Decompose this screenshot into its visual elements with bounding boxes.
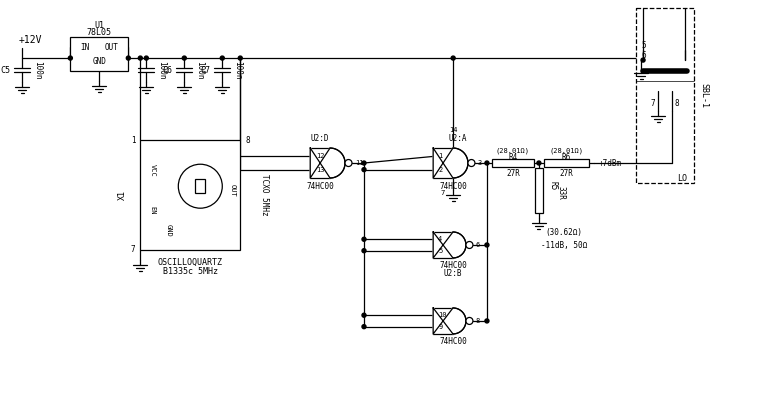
Text: 100n: 100n — [33, 61, 43, 80]
Text: 4: 4 — [438, 236, 442, 242]
Circle shape — [537, 161, 541, 165]
Circle shape — [345, 159, 352, 166]
Text: IN: IN — [80, 42, 90, 52]
Circle shape — [238, 56, 242, 60]
Circle shape — [178, 164, 222, 208]
Text: 8: 8 — [245, 136, 250, 145]
Circle shape — [362, 313, 366, 317]
Circle shape — [362, 325, 366, 329]
Circle shape — [138, 56, 143, 60]
Bar — [195, 179, 205, 193]
Circle shape — [641, 58, 645, 62]
Circle shape — [362, 237, 366, 241]
Text: -11dB, 50Ω: -11dB, 50Ω — [540, 241, 587, 250]
Text: SBL-1: SBL-1 — [700, 83, 709, 108]
Text: 100n: 100n — [157, 61, 166, 80]
Text: 1: 1 — [438, 153, 442, 159]
Text: OUT: OUT — [229, 184, 235, 197]
Circle shape — [220, 56, 224, 60]
Text: 1: 1 — [131, 136, 135, 145]
Polygon shape — [433, 308, 466, 334]
Text: 27R: 27R — [559, 169, 573, 178]
Text: 2: 2 — [438, 166, 442, 173]
Bar — [544, 159, 589, 167]
Text: 78L05: 78L05 — [87, 28, 112, 37]
Circle shape — [362, 161, 366, 165]
Circle shape — [362, 168, 366, 172]
Text: 33R: 33R — [557, 185, 566, 199]
Text: (30.62Ω): (30.62Ω) — [546, 229, 582, 237]
Text: 10: 10 — [438, 312, 446, 318]
Text: 7: 7 — [131, 246, 135, 255]
Circle shape — [68, 56, 72, 60]
Text: (28.01Ω): (28.01Ω) — [496, 148, 530, 154]
Text: 74HC00: 74HC00 — [439, 182, 467, 190]
Text: 11: 11 — [355, 160, 364, 166]
Text: 100n: 100n — [195, 61, 204, 80]
Text: 3: 3 — [478, 160, 482, 166]
Text: U2:D: U2:D — [311, 133, 329, 143]
Text: 6: 6 — [642, 51, 647, 60]
Text: U1: U1 — [94, 21, 104, 30]
Text: 5: 5 — [642, 41, 647, 49]
Circle shape — [485, 243, 489, 247]
Text: B1335c 5MHz: B1335c 5MHz — [162, 267, 218, 276]
Text: C5: C5 — [1, 66, 11, 75]
Circle shape — [468, 159, 475, 166]
Text: X1: X1 — [118, 190, 127, 200]
Text: 7: 7 — [441, 190, 446, 196]
Circle shape — [485, 161, 489, 165]
Text: 7: 7 — [650, 98, 655, 108]
Bar — [492, 159, 534, 167]
Text: 74HC00: 74HC00 — [439, 262, 467, 270]
Circle shape — [182, 56, 186, 60]
Text: OSCILLOQUARTZ: OSCILLOQUARTZ — [158, 258, 223, 267]
Circle shape — [126, 56, 131, 60]
Text: R4: R4 — [509, 152, 518, 162]
Text: 6: 6 — [476, 242, 480, 248]
Bar — [535, 168, 543, 213]
Text: 8: 8 — [675, 98, 679, 108]
Text: EN: EN — [150, 206, 156, 214]
Text: 74HC00: 74HC00 — [307, 182, 334, 190]
Text: C7: C7 — [200, 66, 210, 75]
Circle shape — [485, 319, 489, 323]
Text: 100n: 100n — [233, 61, 242, 80]
Text: 13: 13 — [317, 166, 325, 173]
Text: 74HC00: 74HC00 — [439, 337, 467, 346]
Text: LO: LO — [677, 173, 687, 183]
Text: 27R: 27R — [506, 169, 520, 178]
Circle shape — [466, 317, 473, 324]
Text: C6: C6 — [162, 66, 172, 75]
Text: OUT: OUT — [105, 42, 118, 52]
Text: 5: 5 — [438, 248, 442, 254]
Bar — [140, 140, 241, 250]
Text: TCXO 5MHz: TCXO 5MHz — [260, 174, 269, 216]
Polygon shape — [310, 148, 345, 178]
Text: R5: R5 — [549, 181, 558, 190]
Text: 8: 8 — [476, 318, 480, 324]
Circle shape — [466, 241, 473, 248]
Text: (28.01Ω): (28.01Ω) — [550, 148, 584, 154]
Text: 12: 12 — [317, 153, 325, 159]
Text: 9: 9 — [438, 324, 442, 330]
Text: U2:B: U2:B — [444, 269, 462, 279]
Text: U2:A: U2:A — [449, 133, 468, 143]
Text: 14: 14 — [449, 127, 458, 133]
Polygon shape — [433, 232, 466, 258]
Polygon shape — [433, 148, 468, 178]
Text: VCC: VCC — [150, 164, 156, 176]
Bar — [71, 37, 128, 71]
Circle shape — [144, 56, 148, 60]
Text: +7dBm: +7dBm — [599, 159, 622, 168]
Text: GND: GND — [93, 56, 106, 66]
Circle shape — [362, 249, 366, 253]
Circle shape — [451, 56, 455, 60]
Text: +12V: +12V — [18, 35, 42, 45]
Text: GND: GND — [165, 224, 172, 236]
Bar — [636, 8, 694, 183]
Text: R6: R6 — [562, 152, 571, 162]
